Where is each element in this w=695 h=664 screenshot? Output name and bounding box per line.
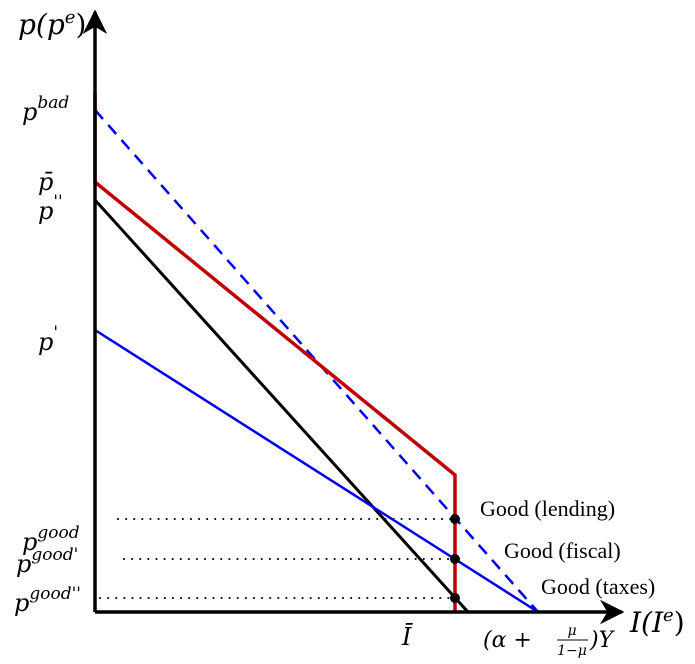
label-good-taxes: Good (taxes): [541, 574, 655, 599]
x-axis-label: I(Ie): [629, 605, 685, 639]
blue-dashed-line: [94, 109, 539, 613]
blue-solid-line: [94, 328, 539, 614]
svg-text:(α +: (α +: [483, 628, 532, 653]
equilibrium-dot-fiscal: [450, 554, 460, 564]
tick-i-bar: Ī: [401, 623, 413, 651]
y-axis-label: p(pe): [18, 7, 86, 41]
equilibrium-dot-taxes: [450, 593, 460, 603]
svg-text:1−μ: 1−μ: [557, 643, 587, 659]
tick-p-prime: p': [38, 323, 58, 356]
tick-p-double-prime: p'': [38, 192, 63, 225]
tick-p-bar: p̄: [38, 168, 53, 196]
equilibrium-dot-lending: [450, 514, 460, 524]
tick-p-bad: pbad: [22, 93, 69, 126]
label-good-lending: Good (lending): [480, 496, 615, 521]
black-demand-line: [93, 198, 470, 614]
tick-limit-expression: (α + μ 1−μ )Y: [483, 623, 616, 659]
tick-p-good: pgood: [22, 523, 80, 556]
tick-p-good-prime: pgood': [16, 545, 78, 578]
svg-text:μ: μ: [567, 623, 576, 639]
label-good-fiscal: Good (fiscal): [504, 538, 621, 563]
tick-p-good-double-prime: pgood'': [14, 584, 81, 617]
svg-text:)Y: )Y: [589, 628, 616, 653]
